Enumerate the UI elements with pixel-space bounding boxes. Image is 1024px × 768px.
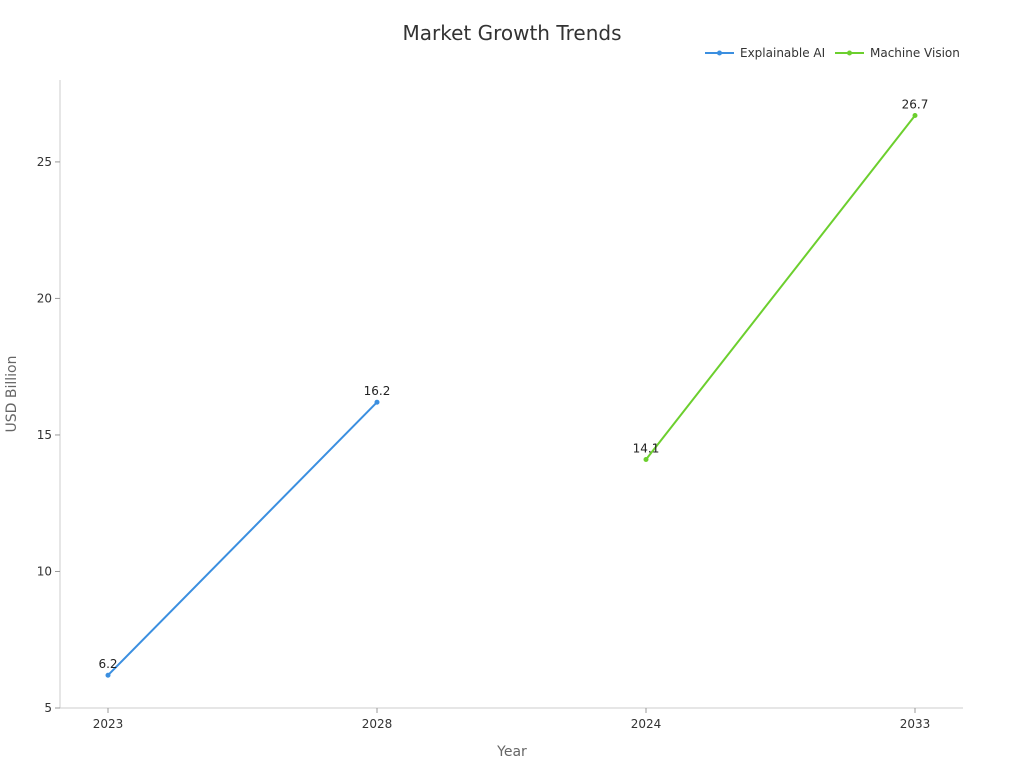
y-tick-label: 5 xyxy=(44,701,52,715)
y-tick-label: 25 xyxy=(37,155,52,169)
y-tick-label: 15 xyxy=(37,428,52,442)
x-tick-label: 2024 xyxy=(631,717,662,731)
x-tick-label: 2023 xyxy=(93,717,124,731)
chart-title: Market Growth Trends xyxy=(402,21,621,45)
x-axis-ticks: 2023 2028 2024 2033 xyxy=(93,708,931,731)
y-tick-label: 20 xyxy=(37,291,52,305)
y-tick-label: 10 xyxy=(37,564,52,578)
x-tick-label: 2028 xyxy=(362,717,393,731)
series-line-machine-vision xyxy=(645,114,916,461)
data-label-explainable-ai: 16.2 xyxy=(364,384,391,398)
data-label-machine-vision: 26.7 xyxy=(902,97,929,111)
legend-label-machine-vision: Machine Vision xyxy=(870,46,960,60)
legend-marker-explainable-ai xyxy=(717,50,722,56)
y-axis-title: USD Billion xyxy=(4,356,20,433)
x-tick-label: 2033 xyxy=(900,717,931,731)
data-point-machine-vision xyxy=(912,112,918,118)
data-point-machine-vision xyxy=(643,457,649,463)
legend: Explainable AI Machine Vision xyxy=(705,46,960,60)
data-point-explainable-ai xyxy=(105,672,111,678)
series-line-explainable-ai xyxy=(107,401,378,676)
legend-marker-machine-vision xyxy=(847,50,852,56)
data-point-explainable-ai xyxy=(374,399,380,405)
data-label-explainable-ai: 6.2 xyxy=(98,657,117,671)
series-layer: 6.2 16.2 14.1 26.7 xyxy=(98,97,929,678)
y-axis-ticks: 5 10 15 20 25 xyxy=(37,155,60,715)
x-axis-title: Year xyxy=(496,744,527,760)
legend-label-explainable-ai: Explainable AI xyxy=(740,46,825,60)
data-label-machine-vision: 14.1 xyxy=(633,442,660,456)
